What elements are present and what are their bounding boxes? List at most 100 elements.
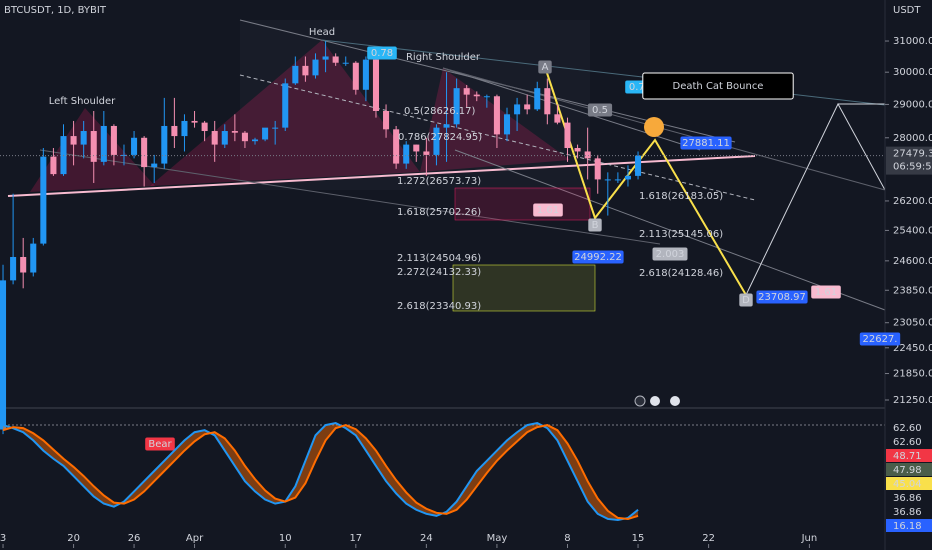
- countdown: 06:59:54: [893, 162, 932, 173]
- annotation: Head: [309, 27, 335, 38]
- candle-body: [131, 137, 138, 155]
- annotation: Bear: [148, 439, 172, 450]
- candle-body: [221, 131, 228, 145]
- annotation-box: [145, 437, 175, 451]
- indicator-label: 45.04: [893, 479, 922, 490]
- y-tick-label: 24600.00: [893, 256, 932, 267]
- cat-icon: [644, 117, 664, 137]
- x-tick-label: 20: [67, 533, 80, 544]
- candle-body: [50, 156, 57, 175]
- y-tick-label: 23850.00: [893, 285, 932, 296]
- event-icon: [670, 396, 680, 406]
- trendline: [442, 67, 886, 191]
- annotation: 2.113(25145.06): [639, 229, 723, 240]
- candle-body: [352, 62, 359, 90]
- y-tick-label: 21850.00: [893, 369, 932, 380]
- candle-body: [362, 59, 369, 90]
- indicator-label-box: [886, 435, 932, 448]
- annotation: Left Shoulder: [49, 96, 116, 107]
- candle-body: [231, 131, 238, 133]
- indicator-fill: [3, 423, 639, 520]
- annotation: 2.618(23340.93): [397, 301, 481, 312]
- candle-body: [514, 104, 521, 115]
- candle-body: [423, 151, 430, 155]
- annotation-box: [538, 60, 552, 74]
- fib-zone: [454, 187, 591, 221]
- neckline: [7, 155, 756, 197]
- candle-body: [322, 56, 329, 60]
- annotation: 24992.22: [574, 252, 622, 263]
- candle-body: [453, 88, 460, 125]
- candle-body: [70, 136, 77, 145]
- candle-body: [544, 88, 551, 115]
- candle-body: [635, 155, 642, 176]
- candle-body: [564, 122, 571, 149]
- indicator-label-box: [886, 477, 932, 490]
- candle-body: [584, 151, 591, 159]
- indicator-label-box: [886, 463, 932, 476]
- candle-body: [594, 158, 601, 180]
- trendline: [454, 149, 886, 311]
- candle-body: [0, 280, 7, 430]
- indicator-label-box: [886, 519, 932, 532]
- candle-body: [201, 122, 208, 132]
- drawings: [7, 19, 886, 407]
- indicator-label: 47.98: [893, 465, 922, 476]
- x-tick-label: 17: [349, 533, 362, 544]
- y-tick-label: 22450.00: [893, 343, 932, 354]
- annotation: 2.003: [656, 249, 685, 260]
- x-tick-label: Apr: [186, 533, 204, 544]
- annotation-box: [367, 46, 397, 60]
- candle-body: [433, 127, 440, 155]
- annotation: 23708.97: [758, 292, 806, 303]
- annotation-box: [642, 72, 794, 100]
- candle-body: [171, 125, 178, 137]
- candle-body: [342, 62, 349, 64]
- candle-body: [20, 256, 27, 273]
- annotation: 1.61: [815, 287, 837, 298]
- candle-body: [151, 163, 158, 168]
- last-price-label: 27479.35: [893, 149, 932, 160]
- candle-body: [574, 148, 581, 152]
- annotation: 2.618(24128.46): [639, 268, 723, 279]
- annotation-box: [588, 218, 602, 232]
- candle-body: [251, 139, 259, 142]
- indicator-line: [2, 424, 639, 520]
- indicator-label: 36.86: [893, 493, 922, 504]
- candle-body: [463, 88, 470, 95]
- indicator-label: 48.71: [893, 451, 922, 462]
- dashed-line: [239, 74, 756, 201]
- y-tick-label: 21250.00: [893, 395, 932, 406]
- indicator-label-box: [886, 505, 932, 518]
- last-price-box: [886, 146, 932, 175]
- candle-body: [604, 179, 611, 181]
- indicator-label-box: [886, 421, 932, 434]
- target-zone: [452, 264, 596, 312]
- annotation-box: [680, 136, 732, 150]
- y-axis-label: USDT: [893, 5, 921, 16]
- candle-body: [191, 120, 198, 123]
- candle-body: [524, 104, 531, 110]
- indicator-label: 36.86: [893, 507, 922, 518]
- candle-body: [534, 88, 541, 110]
- candle-body: [211, 131, 218, 145]
- annotation: 0.78: [629, 82, 651, 93]
- indicator-label: 62.60: [893, 437, 922, 448]
- y-tick-label: 26200.00: [893, 196, 932, 207]
- candle-body: [393, 129, 400, 164]
- candle-body: [282, 83, 289, 128]
- annotation: 1.272(26573.73): [397, 176, 481, 187]
- x-tick-label: Jun: [801, 533, 818, 544]
- annotation-box: [587, 103, 613, 117]
- annotation: 22627.: [863, 334, 898, 345]
- candle-body: [100, 125, 107, 162]
- chart-title: BTCUSDT, 1D, BYBIT: [4, 5, 107, 16]
- annotation: B: [592, 220, 599, 231]
- annotation: Death Cat Bounce: [673, 81, 764, 92]
- candle-body: [90, 131, 97, 162]
- candle-body: [503, 114, 511, 135]
- candle-body: [161, 125, 168, 164]
- annotation-box: [739, 293, 753, 307]
- candle-body: [383, 110, 390, 130]
- candle-body: [554, 114, 561, 123]
